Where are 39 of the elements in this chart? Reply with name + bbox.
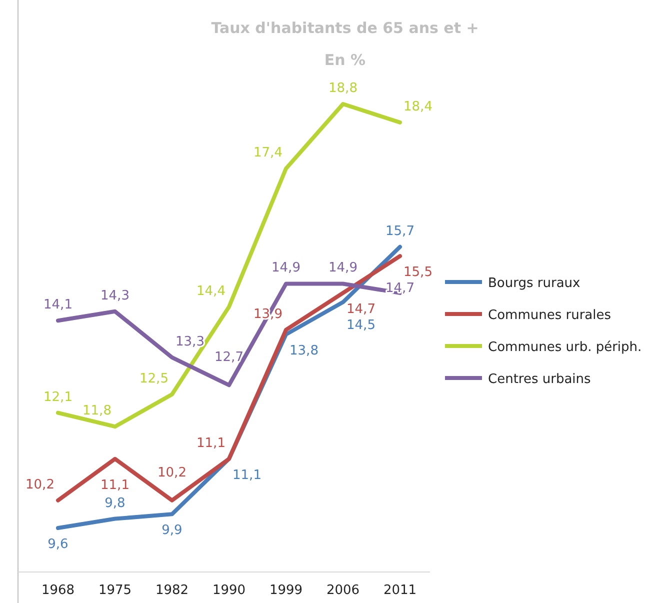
data-label: 9,8	[104, 496, 126, 511]
data-label: 15,7	[386, 224, 414, 239]
data-label: 18,4	[404, 99, 432, 114]
x-tick-label: 1990	[212, 583, 246, 598]
data-label: 14,3	[100, 288, 130, 304]
legend-label: Communes urb. périph.	[488, 340, 642, 355]
x-tick-label: 1975	[98, 583, 132, 598]
data-label: 11,1	[100, 478, 130, 493]
legend-label: Centres urbains	[488, 372, 592, 387]
data-label: 14,9	[328, 260, 358, 276]
data-label: 11,1	[232, 468, 262, 483]
data-label: 12,5	[140, 371, 168, 386]
data-label: 14,7	[346, 302, 376, 317]
data-label: 10,2	[26, 477, 54, 492]
data-label: 18,8	[328, 81, 358, 96]
chart-title: Taux d'habitants de 65 ans et +	[211, 19, 479, 37]
data-label: 9,6	[48, 537, 68, 552]
data-label: 13,8	[290, 343, 318, 358]
data-label: 12,1	[44, 390, 72, 405]
data-label: 10,2	[158, 465, 186, 480]
x-tick-label: 1999	[269, 583, 303, 598]
legend-label: Bourgs ruraux	[488, 276, 581, 291]
data-label: 14,9	[272, 260, 300, 276]
data-label: 11,1	[196, 436, 226, 451]
x-tick-label: 2011	[383, 583, 417, 598]
x-tick-label: 2006	[326, 583, 360, 598]
data-label: 9,9	[162, 523, 182, 538]
data-label: 17,4	[254, 146, 282, 161]
data-label: 14,1	[44, 298, 72, 313]
data-label: 12,7	[214, 350, 244, 366]
data-label: 14,5	[346, 318, 376, 333]
data-label: 11,8	[82, 404, 112, 419]
x-tick-label: 1982	[155, 583, 189, 598]
x-tick-label: 1968	[41, 583, 75, 598]
chart-subtitle: En %	[324, 51, 366, 69]
data-label: 15,5	[404, 265, 432, 280]
data-label: 13,3	[176, 334, 204, 350]
legend-label: Communes rurales	[488, 308, 612, 323]
data-label: 14,4	[196, 284, 226, 299]
